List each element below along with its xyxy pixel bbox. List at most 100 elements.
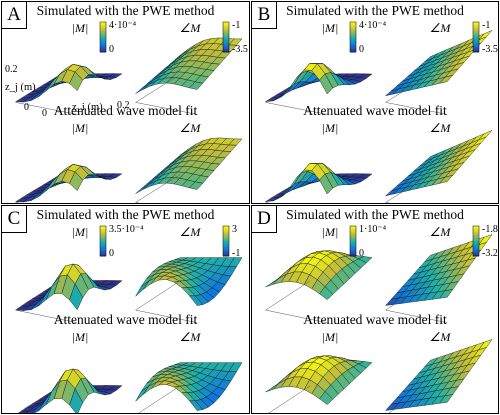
colorbar-step bbox=[223, 31, 229, 33]
colorbar-step bbox=[100, 238, 106, 240]
colorbar-step bbox=[350, 229, 356, 231]
panel-c: C Simulated with the PWE method Attenuat… bbox=[1, 205, 250, 414]
top-title: Simulated with the PWE method bbox=[36, 207, 215, 222]
magnitude-colorbar-min: 0 bbox=[359, 248, 364, 259]
colorbar-step bbox=[100, 250, 106, 252]
magnitude-surface bbox=[18, 368, 123, 413]
colorbar-step bbox=[100, 253, 106, 255]
colorbar-step bbox=[350, 25, 356, 27]
phase-label: ∠M bbox=[180, 330, 202, 344]
bottom-title: Attenuated wave model fit bbox=[53, 312, 198, 327]
colorbar-step bbox=[473, 242, 479, 245]
colorbar-step bbox=[473, 236, 479, 239]
colorbar-step bbox=[100, 50, 106, 53]
axis-frame bbox=[264, 174, 311, 203]
phase-label: ∠M bbox=[430, 21, 452, 35]
colorbar-step bbox=[223, 226, 229, 228]
colorbar-frame bbox=[472, 21, 480, 53]
axis-frame bbox=[384, 174, 431, 203]
colorbar-step bbox=[350, 242, 356, 245]
colorbar-step bbox=[223, 37, 229, 39]
phase-colorbar-max: -1 bbox=[482, 20, 490, 31]
colorbar-step bbox=[473, 254, 479, 257]
phase-label: ∠M bbox=[180, 225, 202, 239]
colorbar-step bbox=[473, 47, 479, 50]
colorbar-step bbox=[100, 44, 106, 47]
magnitude-colorbar bbox=[99, 225, 107, 257]
colorbar-step bbox=[100, 226, 106, 228]
surface-cell bbox=[189, 295, 204, 306]
surface-cell bbox=[319, 286, 334, 300]
axis-frame bbox=[264, 74, 328, 115]
colorbar-step bbox=[350, 248, 356, 251]
colorbar-step bbox=[473, 37, 479, 39]
colorbar-step bbox=[223, 22, 229, 24]
magnitude-surface bbox=[264, 163, 373, 203]
magnitude-label: |M| bbox=[322, 121, 339, 135]
colorbar-step bbox=[100, 233, 106, 236]
colorbar-step bbox=[223, 250, 229, 252]
axis-frame bbox=[384, 74, 448, 115]
x-tick: 0 bbox=[42, 108, 47, 119]
surface-plots: |M| ∠M 3.5·10⁻⁴ 0 3 -1 |M| ∠M bbox=[14, 224, 243, 413]
colorbar-step bbox=[223, 227, 229, 230]
surface-cell bbox=[438, 174, 454, 184]
magnitude-label: |M| bbox=[72, 330, 89, 344]
colorbar-step bbox=[350, 28, 356, 30]
phase-colorbar-min: -3.5 bbox=[232, 44, 248, 55]
colorbar-frame bbox=[99, 21, 107, 53]
colorbar-step bbox=[100, 241, 106, 243]
magnitude-colorbar bbox=[349, 225, 357, 257]
colorbar-step bbox=[100, 22, 106, 24]
colorbar-step bbox=[473, 41, 479, 44]
colorbar-step bbox=[223, 235, 229, 237]
axis-frame bbox=[14, 174, 61, 203]
colorbar-step bbox=[473, 31, 479, 33]
colorbar-step bbox=[100, 40, 106, 42]
colorbar-step bbox=[223, 233, 229, 236]
axis-frame bbox=[18, 385, 61, 413]
colorbar-step bbox=[350, 44, 356, 47]
colorbar-step bbox=[223, 28, 229, 30]
panel-letter: B bbox=[252, 2, 277, 29]
colorbar-step bbox=[223, 232, 229, 234]
bottom-title: Attenuated wave model fit bbox=[53, 103, 198, 118]
surface-cell bbox=[438, 74, 454, 84]
colorbar-step bbox=[100, 46, 106, 48]
phase-colorbar bbox=[222, 21, 230, 53]
phase-surface bbox=[134, 137, 243, 203]
colorbar-step bbox=[473, 40, 479, 42]
colorbar-step bbox=[350, 49, 356, 51]
colorbar-step bbox=[223, 238, 229, 240]
colorbar-step bbox=[100, 232, 106, 234]
colorbar-step bbox=[350, 22, 356, 24]
surface-plots: |M| ∠M 4·10⁻⁴ 0 -1 -3.5 |M| ∠M z_j (m) z_i (m) 0.2… bbox=[5, 20, 248, 203]
colorbar-step bbox=[223, 46, 229, 48]
axis-frame bbox=[264, 280, 328, 323]
colorbar-step bbox=[223, 38, 229, 41]
colorbar-frame bbox=[222, 225, 230, 257]
magnitude-colorbar bbox=[99, 21, 107, 53]
surface-cell bbox=[135, 84, 150, 94]
colorbar-step bbox=[100, 230, 106, 233]
colorbar-step bbox=[350, 254, 356, 257]
colorbar-step bbox=[100, 25, 106, 27]
phase-colorbar bbox=[472, 21, 480, 53]
colorbar-step bbox=[100, 34, 106, 36]
colorbar-frame bbox=[99, 225, 107, 257]
colorbar-step bbox=[223, 239, 229, 242]
magnitude-colorbar-min: 0 bbox=[359, 44, 364, 55]
x-tick: 0.2 bbox=[117, 100, 130, 111]
colorbar-step bbox=[100, 43, 106, 45]
colorbar-step bbox=[100, 41, 106, 44]
phase-surface bbox=[134, 257, 243, 323]
colorbar-step bbox=[473, 44, 479, 47]
colorbar-step bbox=[223, 40, 229, 42]
magnitude-label: |M| bbox=[322, 225, 339, 239]
colorbar-step bbox=[473, 244, 479, 246]
colorbar-step bbox=[100, 242, 106, 245]
colorbar-step bbox=[350, 226, 356, 228]
colorbar-step bbox=[223, 23, 229, 26]
colorbar-step bbox=[473, 230, 479, 233]
colorbar-step bbox=[473, 49, 479, 51]
